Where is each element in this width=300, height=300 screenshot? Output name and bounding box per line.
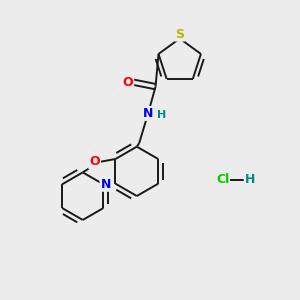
Text: O: O	[89, 155, 100, 169]
Text: O: O	[123, 76, 133, 89]
Text: H: H	[244, 173, 255, 186]
Text: N: N	[143, 107, 153, 120]
Text: Cl: Cl	[216, 173, 230, 186]
Text: S: S	[175, 28, 184, 40]
Text: H: H	[157, 110, 166, 120]
Text: N: N	[100, 178, 111, 191]
